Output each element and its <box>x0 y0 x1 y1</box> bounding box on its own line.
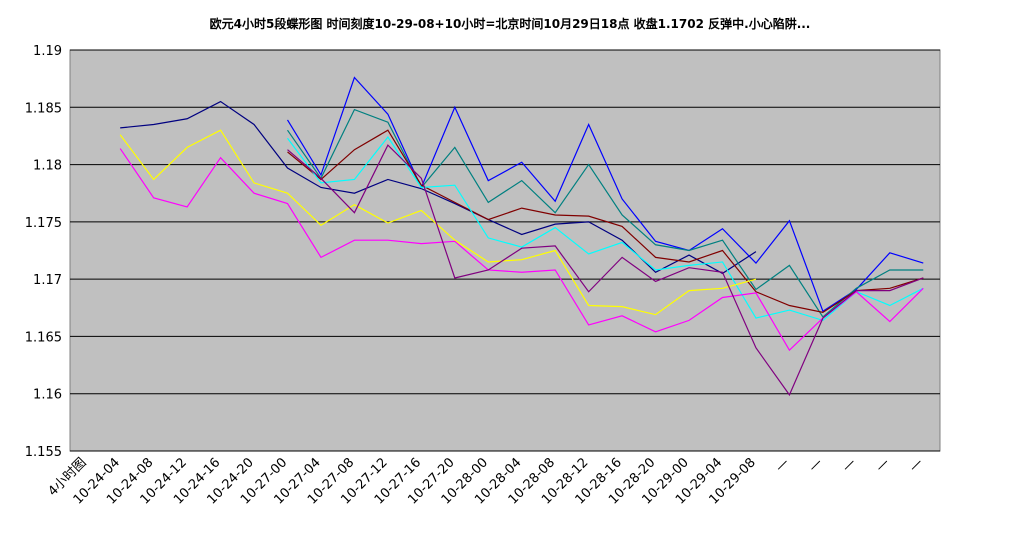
series-line <box>287 144 924 397</box>
y-tick-label: 1.185 <box>25 101 62 116</box>
y-tick-label: 1.175 <box>25 216 62 231</box>
plot-area <box>69 49 941 452</box>
y-tick-label: 1.155 <box>25 445 62 460</box>
series-line <box>286 76 924 313</box>
x-tick-label: — <box>806 455 826 475</box>
series-line <box>119 148 924 352</box>
y-tick-label: 1.165 <box>25 330 62 345</box>
x-tick-label: — <box>906 455 926 475</box>
y-tick-label: 1.18 <box>33 159 62 174</box>
y-tick-label: 1.19 <box>33 44 62 59</box>
series-line <box>119 129 757 316</box>
series-line <box>287 129 924 314</box>
series-line <box>287 108 924 318</box>
x-tick-label: — <box>873 455 893 475</box>
chart-title: 欧元4小时5段蝶形图 时间刻度10-29-08+10小时=北京时间10月29日1… <box>210 16 811 31</box>
y-tick-label: 1.17 <box>33 273 62 288</box>
y-tick-label: 1.16 <box>33 388 62 403</box>
series-line <box>287 136 924 322</box>
series-line <box>120 100 757 275</box>
x-tick-label: — <box>839 455 859 475</box>
x-tick-label: — <box>772 455 792 475</box>
